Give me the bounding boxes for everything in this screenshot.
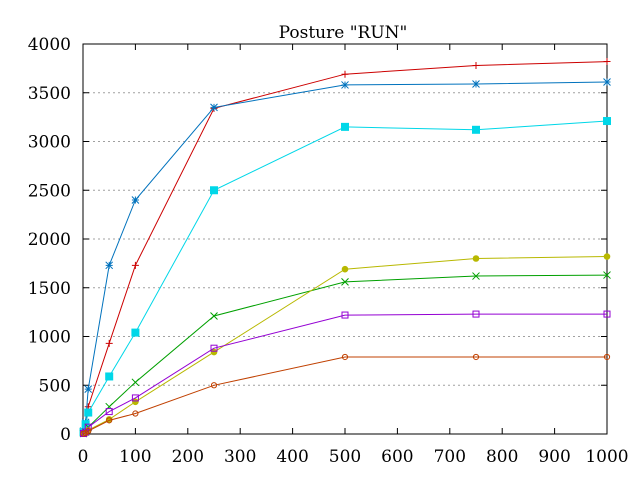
data-point [472, 125, 480, 134]
x-tick-label: 400 [276, 447, 308, 467]
data-point [341, 278, 349, 286]
data-point [105, 402, 114, 411]
data-point [341, 311, 349, 319]
data-point [603, 58, 611, 66]
y-tick-label: 1000 [28, 328, 71, 348]
data-point [84, 408, 93, 417]
y-tick-label: 3000 [28, 133, 71, 153]
data-point [105, 408, 113, 416]
series [79, 78, 611, 435]
data-point [472, 310, 480, 318]
data-point [603, 253, 611, 260]
y-tick-label: 3500 [28, 84, 71, 104]
series-line [83, 61, 608, 434]
data-point [472, 80, 480, 88]
data-point [131, 378, 140, 387]
x-tick-label: 0 [78, 447, 89, 467]
data-point [603, 353, 611, 361]
series [80, 353, 611, 437]
y-tick-label: 2500 [28, 181, 71, 201]
axes: 0 500 1000 1500 2000 2500 3000 3500 4000 0 100 200 3… [28, 35, 629, 467]
data-point [341, 265, 349, 273]
data-point [85, 427, 92, 435]
x-tick-label: 300 [224, 447, 256, 467]
data-point [210, 186, 218, 195]
x-tick-label: 700 [434, 447, 466, 467]
data-point [210, 382, 218, 389]
data-point [105, 372, 114, 381]
data-point [131, 196, 140, 204]
series-line [83, 313, 607, 434]
data-point [472, 353, 480, 361]
data-point [210, 348, 218, 356]
y-tick-label: 2000 [28, 230, 71, 250]
data-point [341, 70, 349, 78]
x-tick-label: 200 [172, 447, 204, 467]
data-point [132, 398, 139, 406]
data-point [472, 272, 480, 280]
x-tick-label: 600 [381, 447, 413, 467]
data-point [106, 417, 113, 424]
data-point [472, 255, 480, 262]
y-tick-label: 1500 [28, 279, 71, 299]
data-point [131, 328, 140, 337]
series [79, 117, 611, 437]
data-point [132, 410, 139, 417]
data-point [472, 61, 480, 69]
data-point [131, 261, 139, 269]
data-point [210, 103, 218, 112]
series-group [79, 58, 611, 438]
data-point [131, 394, 139, 402]
series-line [83, 256, 608, 435]
data-point [603, 78, 611, 86]
data-point [105, 261, 114, 270]
chart-title: Posture "RUN" [279, 23, 408, 43]
data-point [603, 271, 611, 279]
series-line [83, 356, 607, 435]
data-point [341, 81, 349, 89]
grid [83, 92, 607, 386]
x-tick-label: 500 [329, 447, 361, 467]
data-point [84, 423, 92, 431]
y-tick-label: 500 [39, 376, 71, 396]
data-point [210, 312, 218, 320]
series-line [83, 81, 608, 432]
data-point [341, 353, 349, 361]
data-point [105, 339, 113, 347]
data-point [84, 385, 93, 394]
x-tick-label: 1000 [585, 447, 628, 467]
data-point [210, 344, 218, 352]
y-tick-label: 0 [60, 425, 71, 445]
series [80, 58, 611, 437]
x-tick-label: 800 [486, 447, 518, 467]
x-tick-label: 100 [119, 447, 151, 467]
data-point [603, 310, 611, 318]
y-tick-label: 4000 [28, 35, 71, 55]
series [80, 310, 611, 438]
x-tick-label: 900 [538, 447, 570, 467]
data-point [341, 122, 349, 131]
data-point [603, 117, 611, 126]
